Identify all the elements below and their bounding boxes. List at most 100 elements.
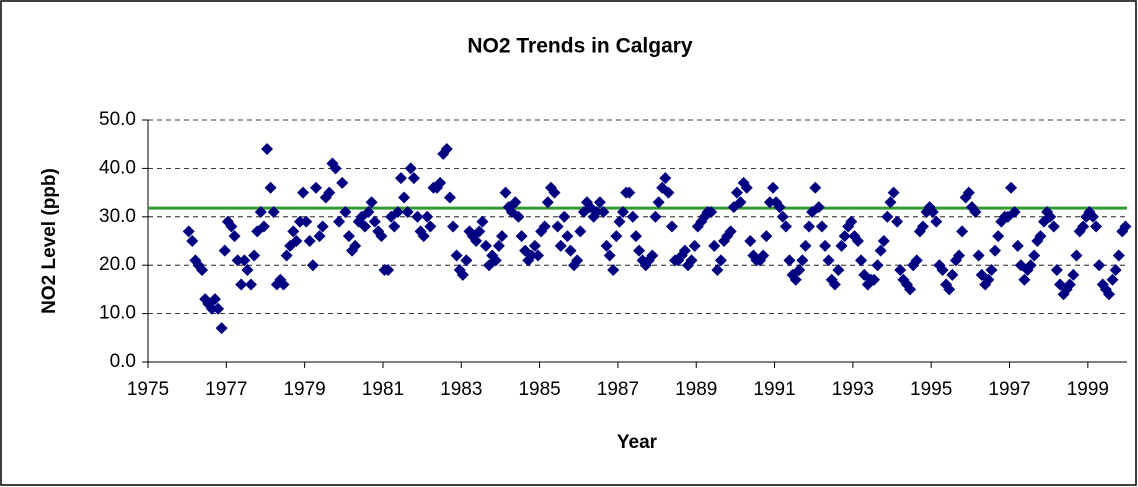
data-point [916, 220, 929, 233]
data-point [208, 293, 221, 306]
data-point [300, 215, 313, 228]
data-point [362, 205, 375, 218]
data-point [554, 239, 567, 252]
x-tick-label: 1997 [988, 379, 1030, 400]
data-point [254, 205, 267, 218]
data-point [196, 264, 209, 277]
data-point [365, 196, 378, 209]
data-point [714, 254, 727, 267]
data-point [688, 239, 701, 252]
data-point [985, 264, 998, 277]
data-point [358, 220, 371, 233]
y-axis-label: NO2 Level (ppb) [39, 168, 60, 314]
data-point [244, 278, 257, 291]
data-point [1063, 278, 1076, 291]
data-point [1011, 239, 1024, 252]
data-point [629, 230, 642, 243]
data-point [613, 215, 626, 228]
data-point [930, 215, 943, 228]
data-point [776, 210, 789, 223]
data-point [672, 254, 685, 267]
data-point [626, 210, 639, 223]
data-point [881, 210, 894, 223]
data-point [877, 235, 890, 247]
data-point [261, 143, 274, 156]
data-point [874, 244, 887, 257]
data-point [215, 322, 228, 335]
data-point [440, 143, 453, 156]
x-axis-label: Year [617, 432, 658, 453]
data-point [773, 201, 786, 214]
data-point [828, 278, 841, 291]
x-tick-label: 1977 [205, 379, 247, 400]
data-point [845, 215, 858, 228]
x-tick-label: 1987 [597, 379, 639, 400]
data-point [623, 186, 636, 199]
data-point [617, 205, 630, 218]
data-point [633, 244, 646, 257]
data-point [593, 196, 606, 209]
data-point [783, 254, 796, 267]
data-point [548, 186, 561, 199]
data-point [235, 278, 248, 291]
data-point [809, 181, 822, 194]
data-point [522, 254, 535, 267]
data-point [421, 210, 434, 223]
data-point [264, 181, 277, 194]
data-point [404, 162, 417, 175]
data-point [538, 220, 551, 233]
data-point [812, 201, 825, 214]
data-point [564, 244, 577, 257]
data-point [293, 215, 306, 228]
x-tick-label: 1995 [910, 379, 952, 400]
data-point [313, 230, 326, 243]
data-point [473, 225, 486, 238]
data-point [646, 249, 659, 262]
data-point [388, 220, 401, 233]
data-point [868, 273, 881, 286]
data-point [342, 230, 355, 243]
data-point [708, 239, 721, 252]
data-point [424, 220, 437, 233]
data-point [740, 181, 753, 194]
data-point [1093, 259, 1106, 272]
data-point [793, 264, 806, 277]
data-point [509, 196, 522, 209]
x-tick-label: 1975 [127, 379, 169, 400]
data-point [306, 259, 319, 272]
data-point [760, 230, 773, 243]
data-point [972, 249, 985, 262]
data-point [884, 196, 897, 209]
data-point [290, 235, 303, 247]
data-point [1112, 249, 1125, 262]
data-point [257, 220, 270, 233]
data-point [316, 220, 329, 233]
data-point [489, 254, 502, 267]
data-point [949, 254, 962, 267]
data-point [1067, 268, 1080, 281]
data-point [799, 239, 812, 252]
data-point [1106, 273, 1119, 286]
data-point [910, 254, 923, 267]
data-point [228, 230, 241, 243]
x-tick-label: 1979 [283, 379, 325, 400]
data-point [297, 186, 310, 199]
y-tick-label: 0.0 [110, 351, 136, 372]
data-point [730, 186, 743, 199]
data-point [339, 205, 352, 218]
data-point [1034, 230, 1047, 243]
data-point [992, 230, 1005, 243]
data-point [969, 205, 982, 218]
data-point [303, 235, 316, 247]
data-point [460, 254, 473, 267]
data-point [956, 225, 969, 238]
data-point [989, 244, 1002, 257]
data-point [456, 268, 469, 281]
data-point [796, 254, 809, 267]
data-point [470, 235, 483, 247]
data-point [287, 225, 300, 238]
data-point [822, 254, 835, 267]
x-tick-label: 1991 [753, 379, 795, 400]
data-point [1050, 264, 1063, 277]
